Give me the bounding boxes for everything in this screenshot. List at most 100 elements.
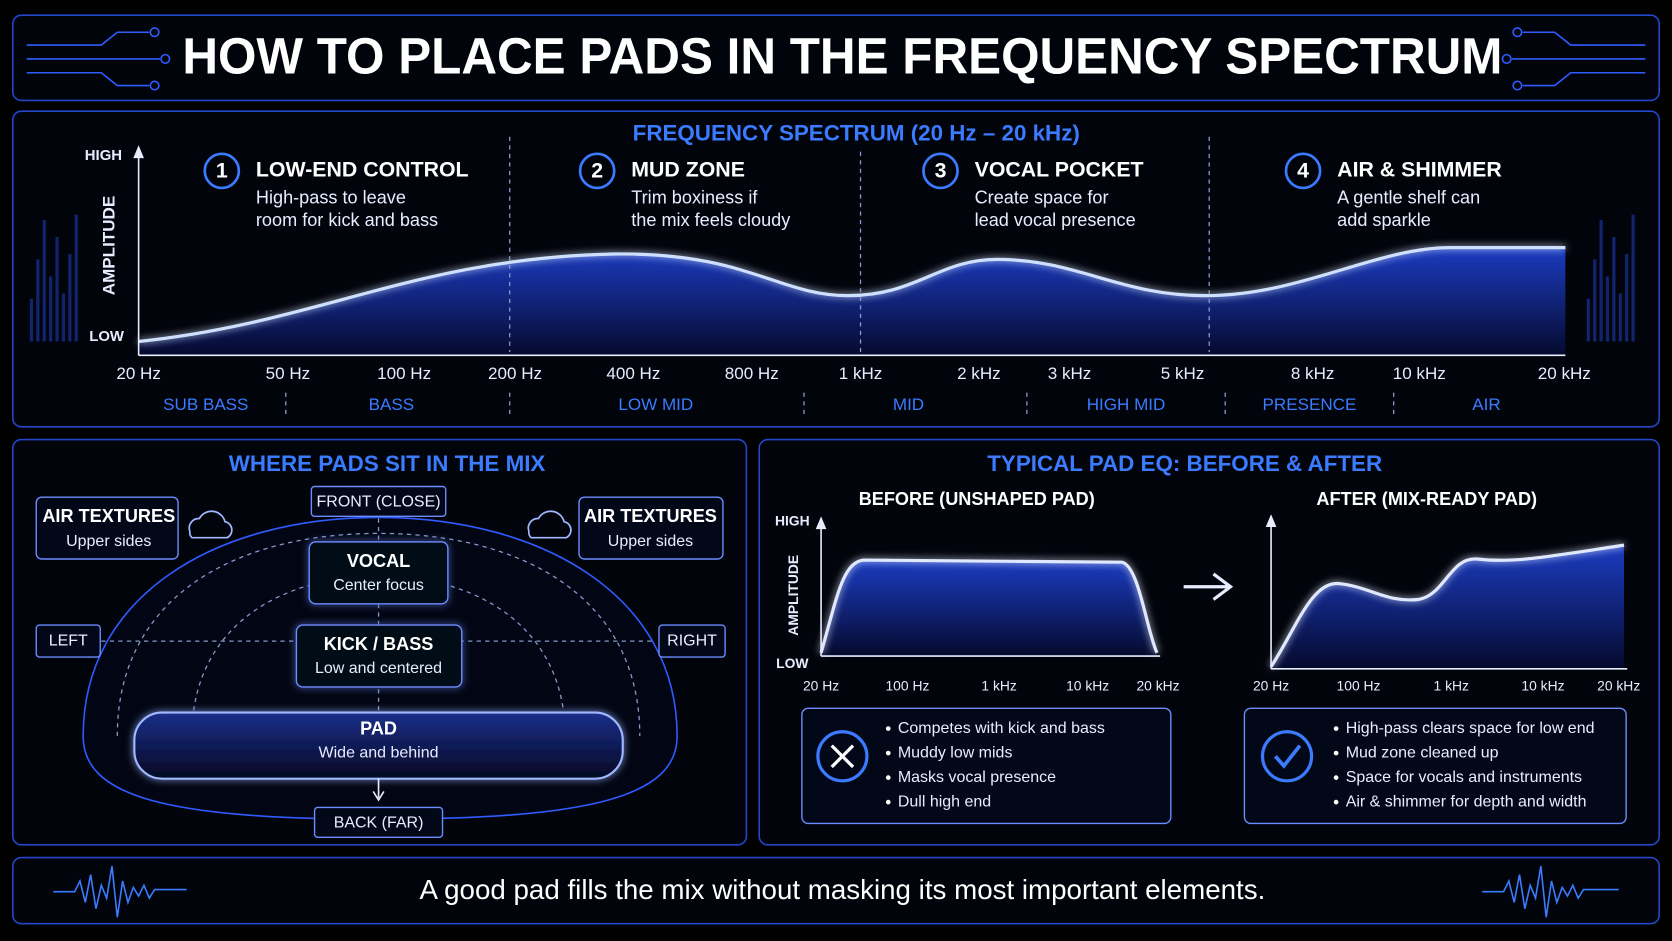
front-box bbox=[310, 485, 447, 518]
spectrum-axes bbox=[137, 149, 1566, 357]
page-title: HOW TO PLACE PADS IN THE FREQUENCY SPECT… bbox=[182, 27, 1502, 84]
frequency-label: 1 kHz bbox=[839, 364, 883, 383]
frequency-label: 8 kHz bbox=[1291, 364, 1335, 383]
zone-text: add sparkle bbox=[1337, 210, 1431, 230]
frequency-label: 400 Hz bbox=[606, 364, 660, 383]
note: Competes with kick and bass bbox=[898, 720, 1105, 737]
zone-title: MUD ZONE bbox=[631, 157, 745, 181]
eq-bar-decoration bbox=[1593, 259, 1597, 342]
frequency-label: 20 Hz bbox=[1253, 678, 1289, 694]
frequency-label: 20 kHz bbox=[1597, 678, 1640, 694]
frequency-label: 100 Hz bbox=[885, 678, 929, 694]
footer-text: A good pad fills the mix without masking… bbox=[419, 874, 1265, 905]
band-label: LOW MID bbox=[618, 395, 693, 414]
eq-bar-decoration bbox=[74, 214, 78, 342]
note: Mud zone cleaned up bbox=[1346, 744, 1499, 761]
check-icon bbox=[1260, 730, 1314, 783]
zone-title: AIR & SHIMMER bbox=[1337, 157, 1502, 181]
cloud-icon bbox=[188, 510, 233, 539]
eq-bar-decoration bbox=[1618, 293, 1622, 342]
zone-text: High-pass to leave bbox=[256, 187, 406, 207]
bullet bbox=[1333, 799, 1339, 805]
bullet bbox=[885, 775, 891, 780]
vocal-box bbox=[308, 541, 449, 605]
before-notes-box bbox=[801, 707, 1172, 825]
back-label: BACK (FAR) bbox=[334, 815, 424, 832]
note: Air & shimmer for depth and width bbox=[1346, 793, 1587, 810]
axis-arrow bbox=[1265, 514, 1277, 528]
right-box bbox=[658, 624, 726, 658]
zone-title: VOCAL POCKET bbox=[975, 157, 1144, 181]
note: Masks vocal presence bbox=[898, 769, 1056, 786]
zone-number-circle bbox=[1284, 152, 1322, 190]
frequency-label: 20 Hz bbox=[803, 678, 839, 694]
note: Muddy low mids bbox=[898, 744, 1013, 761]
bullet bbox=[1333, 726, 1339, 731]
kick-bass-title: KICK / BASS bbox=[324, 634, 434, 654]
section-heading: WHERE PADS SIT IN THE MIX bbox=[229, 451, 546, 476]
note: Dull high end bbox=[898, 793, 991, 810]
eq-bar-decoration bbox=[1631, 214, 1635, 342]
bullet bbox=[1333, 775, 1339, 780]
eq-bar-decoration bbox=[1625, 254, 1629, 342]
circuit-left bbox=[26, 27, 171, 91]
title-panel bbox=[11, 14, 1661, 102]
before-axes bbox=[820, 518, 1161, 657]
zone-title: LOW-END CONTROL bbox=[256, 157, 469, 181]
spectrum-curve bbox=[138, 246, 1566, 344]
frequency-label: 20 kHz bbox=[1136, 678, 1179, 694]
right-label: RIGHT bbox=[667, 632, 717, 649]
eq-bar-decoration bbox=[1599, 219, 1603, 342]
after-notes-box bbox=[1243, 707, 1627, 825]
after-area bbox=[1271, 545, 1625, 669]
frequency-label: 2 kHz bbox=[957, 364, 1001, 383]
cross-mark bbox=[830, 744, 855, 769]
frequency-label: 10 kHz bbox=[1393, 364, 1446, 383]
bullet bbox=[885, 750, 891, 756]
axis-high-label: HIGH bbox=[775, 512, 810, 528]
air-title: AIR TEXTURES bbox=[584, 506, 717, 526]
bullet bbox=[885, 726, 891, 731]
frequency-label: 800 Hz bbox=[725, 364, 779, 383]
frequency-label: 100 Hz bbox=[1337, 678, 1381, 694]
frequency-label: 50 Hz bbox=[266, 364, 311, 383]
back-box bbox=[313, 806, 444, 839]
axis-title: AMPLITUDE bbox=[785, 555, 801, 636]
band-dividers bbox=[285, 392, 1395, 419]
zone-number: 4 bbox=[1297, 159, 1309, 183]
front-label: FRONT (CLOSE) bbox=[317, 494, 441, 511]
before-area bbox=[821, 560, 1157, 657]
cloud-icon bbox=[527, 510, 572, 539]
zone-dividers bbox=[509, 136, 1210, 353]
left-label: LEFT bbox=[49, 632, 88, 649]
before-curve bbox=[819, 558, 1159, 654]
after-axes bbox=[1270, 516, 1628, 670]
zone-number-circle bbox=[578, 152, 616, 190]
pad-title: PAD bbox=[360, 718, 397, 738]
section-heading: FREQUENCY SPECTRUM (20 Hz – 20 kHz) bbox=[633, 121, 1080, 146]
zone-text: the mix feels cloudy bbox=[631, 210, 791, 230]
footer-panel bbox=[11, 856, 1661, 925]
zone-number-circle bbox=[203, 152, 241, 190]
waveform bbox=[53, 865, 187, 918]
frequency-label: 100 Hz bbox=[377, 364, 431, 383]
band-label: PRESENCE bbox=[1263, 395, 1357, 414]
waveform bbox=[1482, 865, 1619, 918]
axis-high-label: HIGH bbox=[85, 147, 122, 164]
zone-text: room for kick and bass bbox=[256, 210, 438, 230]
band-label: AIR bbox=[1472, 395, 1500, 414]
kick-bass-box bbox=[295, 624, 463, 688]
eq-bar-decoration bbox=[49, 276, 53, 342]
axis-low-label: LOW bbox=[776, 655, 809, 671]
axis-arrow bbox=[133, 145, 144, 159]
eq-bar-decoration bbox=[68, 254, 72, 342]
air-title: AIR TEXTURES bbox=[42, 506, 175, 526]
vocal-text: Center focus bbox=[333, 577, 424, 594]
band-label: BASS bbox=[369, 395, 414, 414]
back-arrow bbox=[372, 778, 385, 802]
zone-number: 3 bbox=[935, 159, 947, 183]
zone-text: Trim boxiness if bbox=[631, 187, 758, 207]
zone-text: Create space for bbox=[975, 187, 1109, 207]
frequency-label: 1 kHz bbox=[1434, 678, 1469, 694]
